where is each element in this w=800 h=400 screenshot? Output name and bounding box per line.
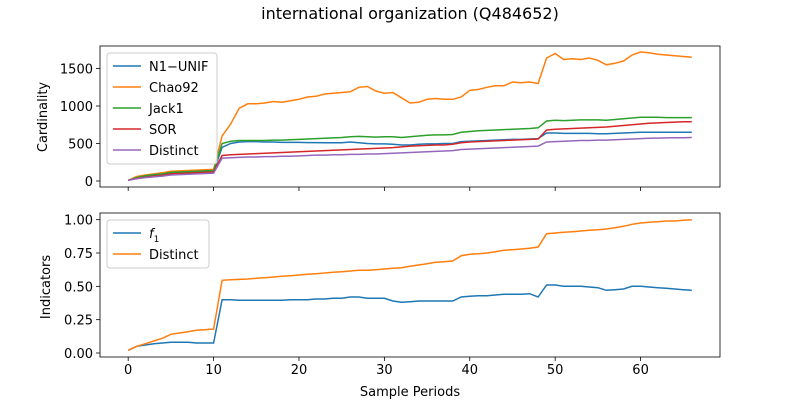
legend-label: SOR — [149, 123, 177, 138]
y-axis-label-cardinality: Cardinality — [36, 82, 51, 153]
y-tick-label: 500 — [68, 138, 93, 153]
legend-label: f1 — [149, 227, 159, 245]
indicators-panel: 0 10 20 30 40 50 60 0.00 0.25 0.50 0.75 1.00 f1 Disti… — [64, 212, 721, 378]
series-line-cardinality-1 — [127, 51, 692, 181]
legend-label: Distinct — [149, 248, 199, 263]
y-tick-label: 0 — [85, 175, 93, 190]
legend-label: Chao92 — [149, 81, 199, 96]
x-tick-label: 30 — [376, 363, 393, 378]
axes-frame — [99, 212, 721, 358]
chart-title: international organization (Q484652) — [261, 4, 559, 23]
x-tick-label: 0 — [124, 363, 132, 378]
legend-label: Distinct — [149, 144, 199, 159]
x-tick-label: 20 — [291, 363, 308, 378]
y-axis-label-indicators: Indicators — [39, 255, 54, 319]
y-tick-label: 1000 — [60, 100, 93, 115]
series-line-cardinality-2 — [127, 116, 692, 182]
series-line-indicators-0 — [127, 284, 692, 351]
x-tick-label: 40 — [462, 363, 479, 378]
x-axis-label: Sample Periods — [360, 385, 460, 400]
x-tick-label: 10 — [205, 363, 222, 378]
x-tick-label: 50 — [547, 363, 564, 378]
legend-box — [106, 52, 218, 165]
legend-box — [106, 219, 210, 269]
x-tick-label: 60 — [632, 363, 649, 378]
y-tick-label: 0.25 — [64, 314, 93, 329]
series-line-cardinality-0 — [128, 131, 692, 182]
series-line-cardinality-4 — [128, 136, 692, 182]
series-line-indicators-1 — [127, 218, 692, 351]
legend-label: N1−UNIF — [149, 60, 208, 75]
series-line-cardinality-3 — [128, 121, 692, 182]
y-tick-label: 0.00 — [64, 347, 93, 362]
axes-frame — [99, 45, 721, 188]
y-tick-label: 0.75 — [64, 247, 93, 262]
cardinality-panel: 0 500 1000 1500 N1−UNIF Chao92 Jack1 SOR Distinc… — [60, 45, 721, 191]
y-tick-label: 1.00 — [64, 214, 93, 229]
y-tick-label: 0.50 — [64, 280, 93, 295]
y-tick-label: 1500 — [60, 63, 93, 78]
legend-label: Jack1 — [148, 102, 184, 117]
